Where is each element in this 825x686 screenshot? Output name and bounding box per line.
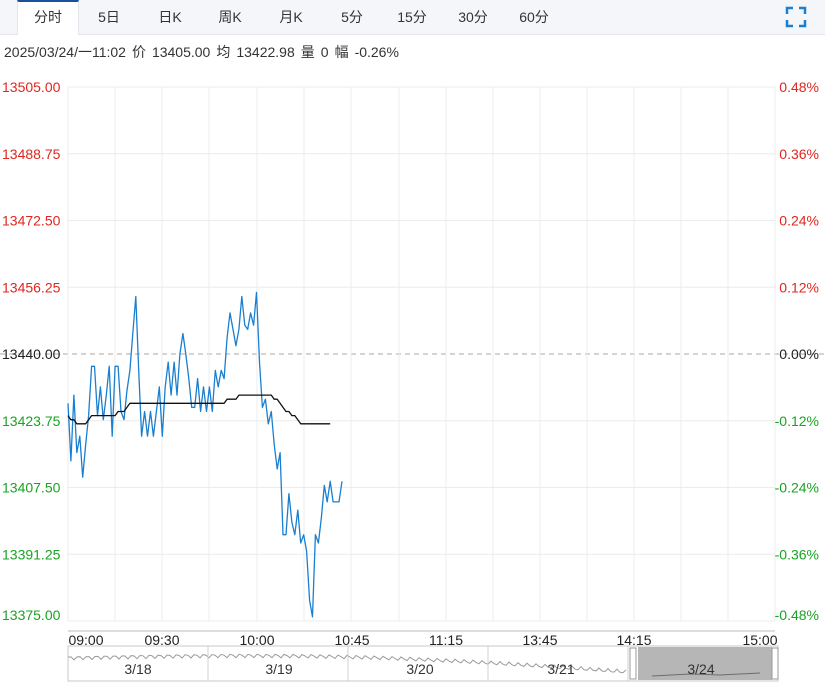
tab-5day[interactable]: 5日 [98,9,120,25]
change-value: -0.26% [354,44,399,60]
y-tick-label-left: 13375.00 [2,607,61,623]
y-tick-label-left: 13488.75 [2,146,61,162]
x-tick-label: 10:00 [239,632,274,648]
tab-weekly-k[interactable]: 周K [218,9,242,25]
navigator-date-label: 3/21 [547,661,574,677]
y-tick-label-left: 13391.25 [2,546,61,562]
navigator-handle-left [629,647,637,680]
quote-datetime: 2025/03/24/一11:02 [4,44,126,60]
y-tick-label-left: 13456.25 [2,279,61,295]
chart-series [67,291,343,618]
volume-label: 量 [300,44,315,60]
y-tick-label-right: 0.48% [779,79,819,95]
quote-info-bar: 2025/03/24/一11:02 价 13405.00 均 13422.98 量 0 幅 -0… [4,42,405,62]
price-label: 价 [131,44,146,60]
price-series-line [67,291,343,618]
average-label: 均 [216,44,231,60]
y-tick-label-left: 13407.50 [2,480,61,496]
y-tick-label-left: 13505.00 [2,79,61,95]
intraday-price-chart[interactable]: 13505.00 13488.75 13472.50 13456.25 13440.00… [0,70,825,686]
tab-daily-k[interactable]: 日K [158,9,182,25]
x-tick-label: 13:45 [522,632,557,648]
average-series-line [67,394,331,425]
x-tick-label: 14:15 [616,632,651,648]
y-axis-right: 0.48% 0.36% 0.24% 0.12% 0.00% -0.12% -0.24% -0.… [775,79,819,623]
tab-monthly-k[interactable]: 月K [279,9,303,25]
tab-intraday[interactable]: 分时 [17,0,79,35]
change-label: 幅 [334,44,349,60]
x-axis: 09:00 09:30 10:00 10:45 11:15 13:45 14:15 15:00 [68,632,777,648]
y-tick-label-right: -0.36% [775,546,819,562]
y-tick-label-left: 13423.75 [2,413,61,429]
y-tick-label-right: -0.24% [775,480,819,496]
y-tick-label-left: 13472.50 [2,213,61,229]
tab-15min[interactable]: 15分 [397,9,427,25]
y-tick-label-right: -0.12% [775,413,819,429]
tab-60min[interactable]: 60分 [519,9,549,25]
y-tick-label-left: 13440.00 [2,346,61,362]
tab-30min[interactable]: 30分 [458,9,488,25]
x-tick-label: 09:00 [68,632,103,648]
navigator-date-label: 3/18 [124,661,151,677]
x-tick-label: 09:30 [144,632,179,648]
navigator-trace [67,653,627,674]
y-tick-label-right: 0.24% [779,213,819,229]
x-tick-label: 15:00 [742,632,777,648]
tab-5min[interactable]: 5分 [341,9,363,25]
x-tick-label: 11:15 [429,632,463,648]
y-tick-label-right: 0.12% [779,279,819,295]
price-value: 13405.00 [151,44,211,60]
y-tick-label-right: -0.48% [775,607,819,623]
navigator-handle-right [771,647,779,680]
period-tab-bar: 分时 5日 日K 周K 月K 5分 15分 30分 60分 [0,0,825,35]
navigator-date-label: 3/19 [265,661,292,677]
average-value: 13422.98 [236,44,295,60]
navigator-date-label: 3/24 [687,661,714,677]
y-axis-left: 13505.00 13488.75 13472.50 13456.25 13440.00… [2,79,61,623]
y-tick-label-right: 0.00% [779,346,819,362]
y-tick-label-right: 0.36% [779,146,819,162]
expand-corners-icon[interactable] [785,6,807,28]
date-navigator: 3/18 3/19 3/20 3/21 3/24 [67,645,779,682]
navigator-date-label: 3/20 [406,661,433,677]
volume-value: 0 [320,44,329,60]
chart-grid [0,86,825,632]
navigator-selected-trace [651,672,761,677]
x-tick-label: 10:45 [334,632,369,648]
